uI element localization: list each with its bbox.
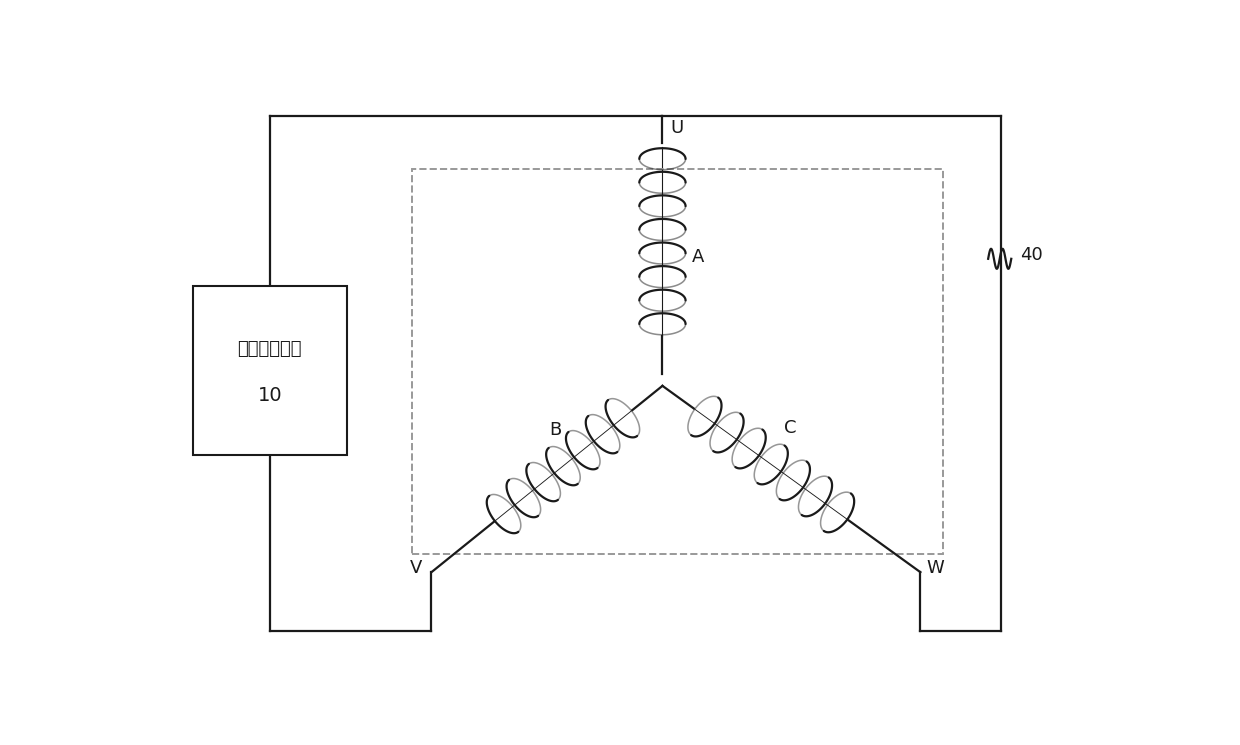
Text: 第一直流电源: 第一直流电源 [238, 340, 303, 358]
Text: V: V [410, 559, 422, 577]
Text: W: W [926, 559, 945, 577]
Text: A: A [692, 248, 704, 266]
Text: 40: 40 [1021, 246, 1043, 264]
Text: B: B [549, 421, 562, 439]
Bar [192, 286, 347, 455]
Text: C: C [784, 419, 796, 437]
Text: U: U [670, 119, 683, 137]
Text: 10: 10 [258, 386, 281, 405]
